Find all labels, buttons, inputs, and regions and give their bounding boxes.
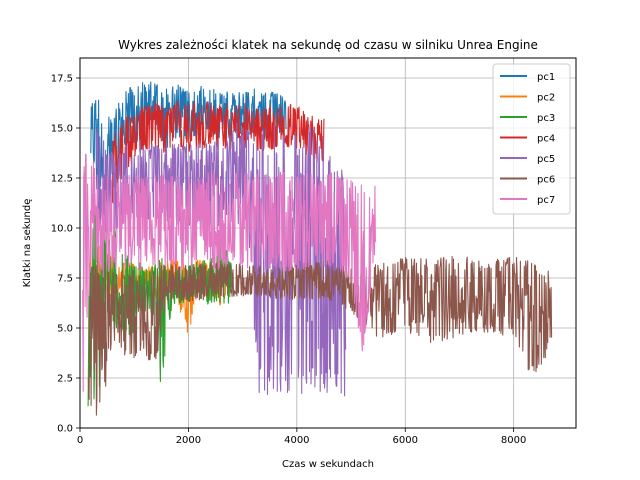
y-tick-label: 7.5 bbox=[57, 274, 73, 285]
y-tick-label: 10.0 bbox=[51, 224, 73, 235]
x-axis-label: Czas w sekundach bbox=[282, 459, 374, 470]
chart-title: Wykres zależności klatek na sekundę od c… bbox=[118, 38, 538, 52]
legend-label-pc3: pc3 bbox=[537, 113, 555, 124]
x-tick-label: 2000 bbox=[176, 435, 201, 446]
y-tick-label: 0.0 bbox=[57, 424, 73, 435]
legend-box bbox=[492, 63, 571, 215]
legend-label-pc7: pc7 bbox=[537, 195, 555, 206]
legend: pc1 pc2 pc3 pc4 pc5 pc6 pc7 bbox=[492, 63, 571, 215]
x-tick-label: 0 bbox=[77, 435, 83, 446]
y-tick-label: 15.0 bbox=[51, 124, 73, 135]
y-tick-label: 12.5 bbox=[51, 174, 73, 185]
plot-area bbox=[82, 81, 553, 416]
series-line-pc6 bbox=[87, 256, 553, 416]
legend-label-pc1: pc1 bbox=[537, 72, 555, 83]
series-line-pc7 bbox=[82, 153, 376, 392]
x-tick-label: 8000 bbox=[501, 435, 526, 446]
legend-label-pc4: pc4 bbox=[537, 134, 555, 145]
legend-label-pc2: pc2 bbox=[537, 93, 555, 104]
axis-ticks: 0 2000 4000 6000 8000 0.0 2.5 5.0 7.5 10.0 12.5 15.… bbox=[51, 74, 527, 447]
legend-label-pc5: pc5 bbox=[537, 154, 555, 165]
y-tick-label: 17.5 bbox=[51, 74, 73, 85]
x-tick-label: 6000 bbox=[393, 435, 418, 446]
series-line-pc4 bbox=[111, 101, 325, 203]
x-tick-label: 4000 bbox=[284, 435, 309, 446]
axes-frame bbox=[79, 57, 577, 429]
legend-label-pc6: pc6 bbox=[537, 175, 555, 186]
y-axis-label: Klatki na sekundę bbox=[22, 199, 33, 288]
y-tick-label: 5.0 bbox=[57, 324, 73, 335]
y-tick-label: 2.5 bbox=[57, 374, 73, 385]
